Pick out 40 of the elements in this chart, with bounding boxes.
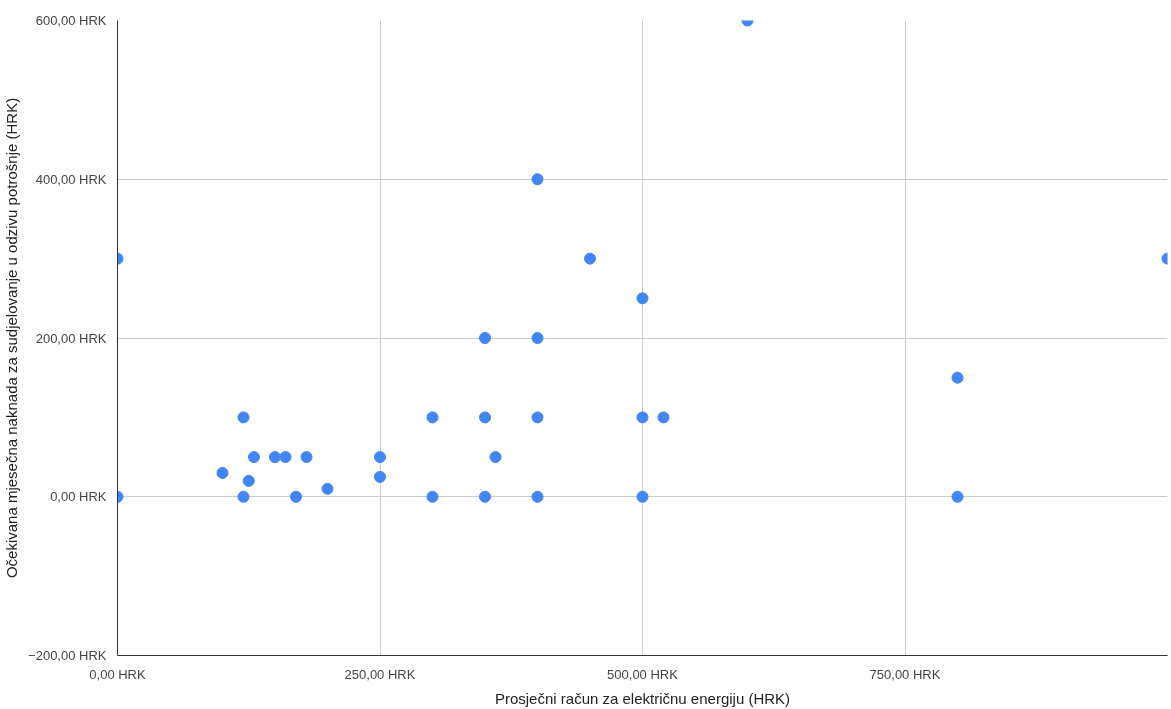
point xyxy=(269,451,281,464)
point xyxy=(242,474,255,487)
y-tick-label: 400,00 HRK xyxy=(35,171,107,187)
point xyxy=(531,173,544,186)
point xyxy=(216,466,229,479)
point xyxy=(479,332,491,344)
point xyxy=(237,411,250,424)
point xyxy=(479,411,491,424)
point xyxy=(237,490,250,503)
point xyxy=(290,490,302,503)
point xyxy=(531,332,544,344)
point xyxy=(951,490,964,503)
point xyxy=(374,470,386,483)
y-tick-label: −200,00 HRK xyxy=(28,648,107,663)
x-tick-label: 0,00 HRK xyxy=(89,666,147,682)
point xyxy=(489,451,502,464)
point xyxy=(951,371,964,384)
point xyxy=(300,451,313,464)
y-tick-label: 200,00 HRK xyxy=(35,330,107,346)
x-tick-label: 500,00 HRK xyxy=(607,666,679,682)
y-tick-label: 0,00 HRK xyxy=(50,489,107,505)
point xyxy=(374,451,386,464)
point xyxy=(248,451,260,464)
x-axis-title: Prosječni račun za električnu energiju (HRK) xyxy=(494,689,791,707)
point xyxy=(636,292,649,305)
point xyxy=(636,411,649,424)
x-tick-label: 750,00 HRK xyxy=(869,666,941,682)
point xyxy=(279,451,292,464)
point xyxy=(636,490,649,503)
y-axis-title: Očekivana mjesečna naknada za sudjelovanje u odzivu potrošnje (HRK) xyxy=(3,97,21,579)
point xyxy=(426,490,439,503)
y-tick-label: 600,00 HRK xyxy=(35,13,107,28)
point xyxy=(426,411,439,424)
point xyxy=(531,490,544,503)
point xyxy=(479,490,491,503)
point xyxy=(584,252,596,265)
x-tick-label: 250,00 HRK xyxy=(344,666,416,682)
point xyxy=(321,482,334,495)
point xyxy=(657,411,670,424)
point xyxy=(531,411,544,424)
